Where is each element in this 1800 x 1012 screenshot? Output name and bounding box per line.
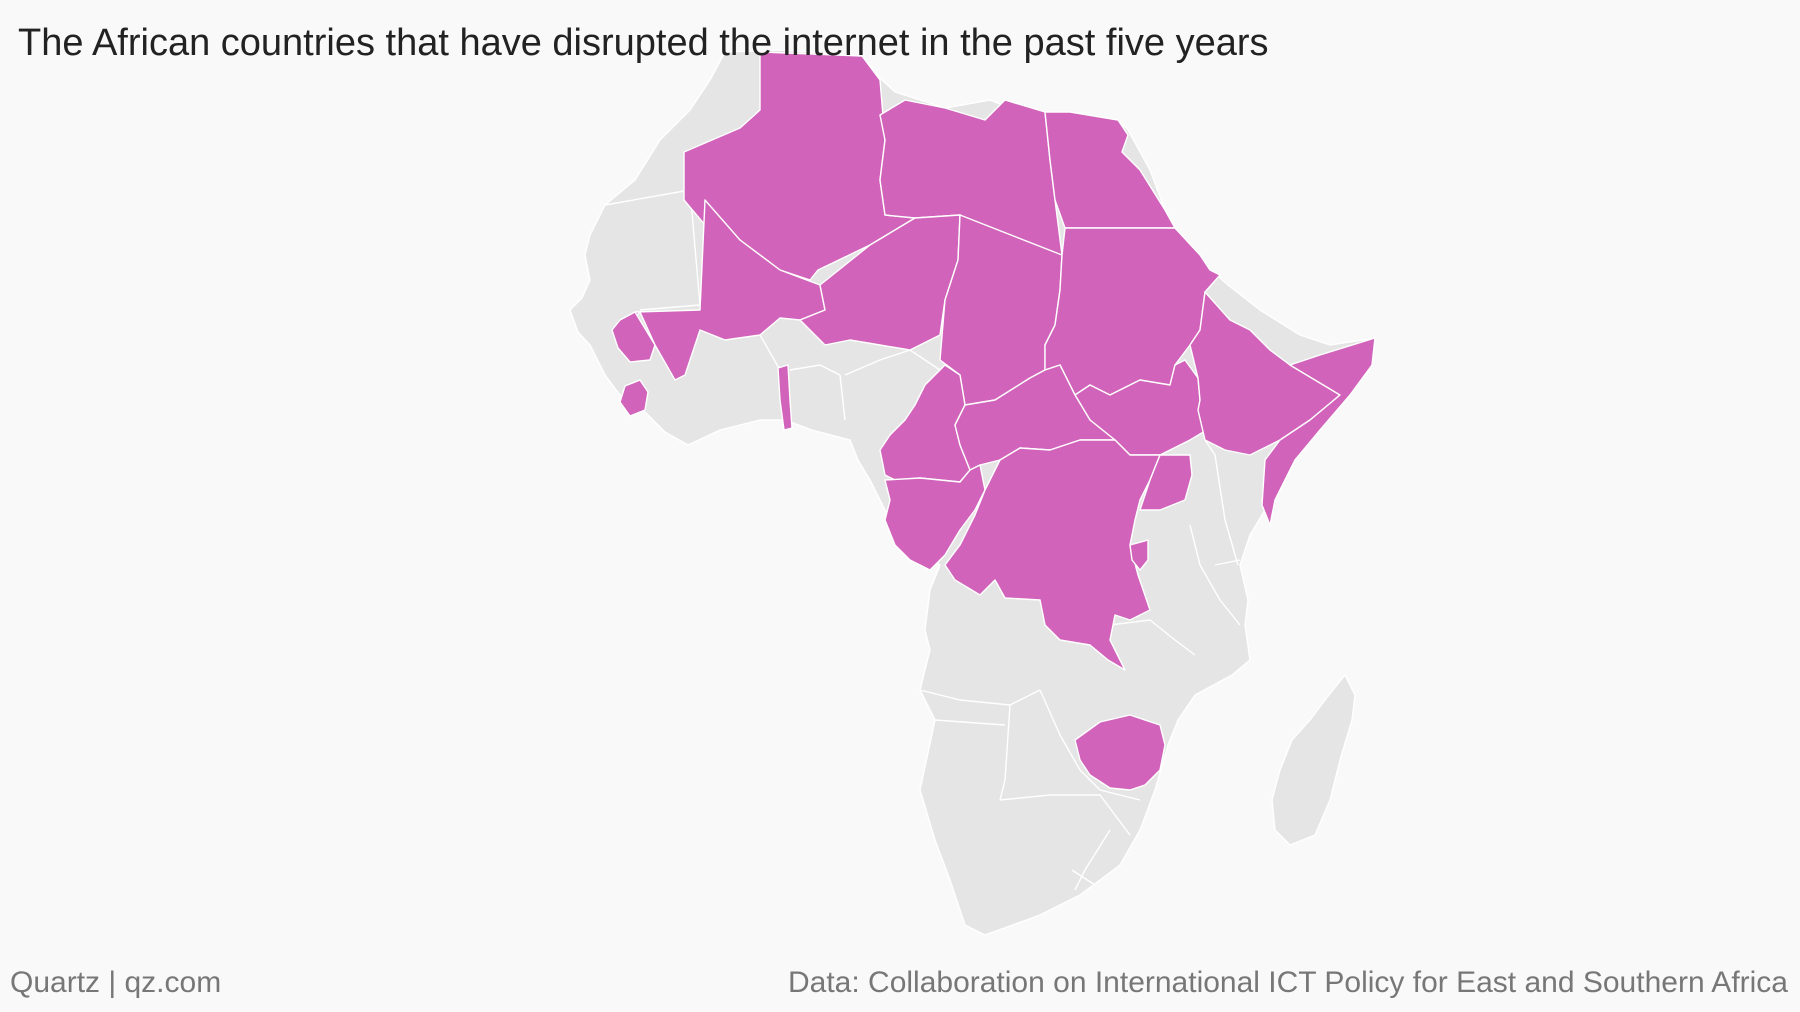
madagascar bbox=[1271, 674, 1356, 846]
country-ethiopia bbox=[1189, 291, 1341, 456]
country-gabon-congo bbox=[884, 464, 986, 571]
country-sierra-leone bbox=[619, 379, 649, 417]
country-uganda bbox=[1139, 454, 1193, 511]
country-burundi bbox=[1129, 539, 1149, 571]
country-togo bbox=[777, 364, 793, 431]
footer-credit: Quartz | qz.com bbox=[10, 966, 222, 999]
country-niger bbox=[799, 214, 961, 351]
country-egypt bbox=[1044, 111, 1176, 229]
map-land bbox=[569, 49, 1376, 936]
country-somalia bbox=[1261, 337, 1376, 526]
country-drc bbox=[944, 439, 1161, 671]
map-title: The African countries that have disrupte… bbox=[18, 22, 1269, 64]
country-zimbabwe bbox=[1074, 714, 1166, 791]
footer-source: Data: Collaboration on International ICT… bbox=[787, 966, 1788, 999]
country-senegal-gambia bbox=[611, 311, 656, 363]
